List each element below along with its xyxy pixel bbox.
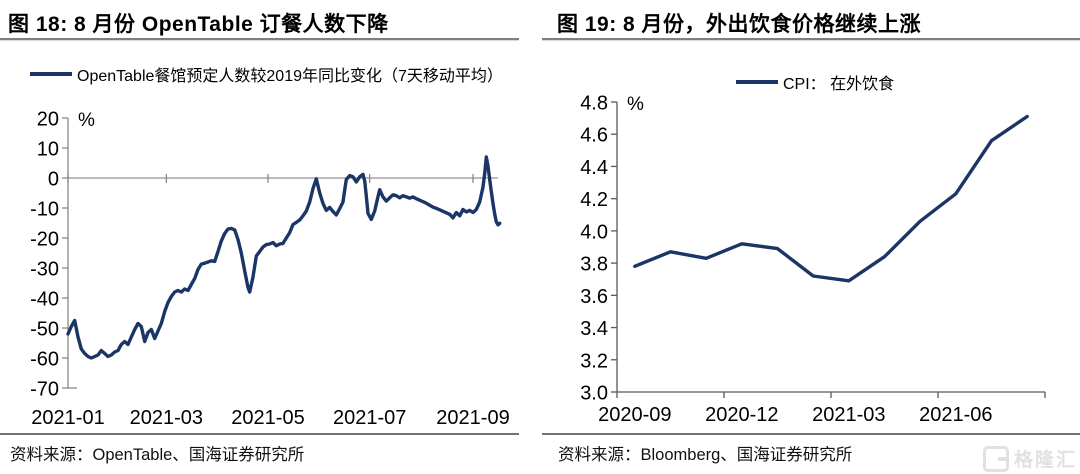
svg-text:2020-12: 2020-12 <box>705 404 778 426</box>
svg-text:3.4: 3.4 <box>580 318 608 340</box>
svg-text:2021-07: 2021-07 <box>333 407 406 429</box>
svg-text:3.8: 3.8 <box>580 254 608 276</box>
svg-text:2021-01: 2021-01 <box>31 407 104 429</box>
svg-text:4.4: 4.4 <box>580 157 608 179</box>
svg-text:2021-09: 2021-09 <box>436 407 509 429</box>
opentable-bookings-chart: 20 10 0 -10 -20 -30 -40 -50 -60 -70 2021-01 2021-03… <box>30 109 510 430</box>
figure-18-legend: OpenTable餐馆预定人数较2019年同比变化（7天移动平均） <box>30 62 503 86</box>
svg-text:3.0: 3.0 <box>580 383 608 405</box>
source-divider <box>0 433 519 435</box>
figure-19-title: 图 19: 8 月份，外出饮食价格继续上涨 <box>557 13 922 36</box>
svg-text:2021-05: 2021-05 <box>231 407 304 429</box>
svg-text:4.0: 4.0 <box>580 221 608 243</box>
svg-text:2020-09: 2020-09 <box>598 404 671 426</box>
legend-line-swatch <box>30 72 72 76</box>
svg-text:4.2: 4.2 <box>580 189 608 211</box>
svg-text:%: % <box>78 110 95 131</box>
figure-18-source: 资料来源：OpenTable、国海证券研究所 <box>10 446 305 464</box>
svg-text:10: 10 <box>37 139 59 161</box>
svg-text:2021-06: 2021-06 <box>919 404 992 426</box>
title-divider <box>0 38 519 41</box>
svg-text:-40: -40 <box>30 289 59 311</box>
svg-text:-70: -70 <box>30 379 59 401</box>
svg-text:3.6: 3.6 <box>580 286 608 308</box>
figure-18-panel: 图 18: 8 月份 OpenTable 订餐人数下降 OpenTable餐馆预… <box>0 13 519 464</box>
legend-label: OpenTable餐馆预定人数较2019年同比变化（7天移动平均） <box>77 68 503 85</box>
svg-text:%: % <box>627 94 644 115</box>
svg-text:-20: -20 <box>30 229 59 251</box>
svg-text:2021-03: 2021-03 <box>130 407 203 429</box>
figure-19-legend: CPI： 在外饮食 <box>736 70 894 94</box>
legend-label: CPI： 在外饮食 <box>783 76 895 93</box>
gelonghui-watermark: 格隆汇 <box>982 445 1077 472</box>
svg-text:4.6: 4.6 <box>580 125 608 147</box>
legend-line-swatch <box>736 80 778 84</box>
svg-text:-50: -50 <box>30 319 59 341</box>
svg-text:20: 20 <box>37 109 59 131</box>
figure-19-source: 资料来源：Bloomberg、国海证券研究所 <box>558 446 853 464</box>
svg-text:-10: -10 <box>30 199 59 221</box>
svg-text:-30: -30 <box>30 259 59 281</box>
svg-text:0: 0 <box>48 169 59 191</box>
svg-text:4.8: 4.8 <box>580 93 608 115</box>
title-divider <box>542 38 1080 41</box>
gelonghui-logo-text: 格隆汇 <box>1013 450 1077 471</box>
svg-text:3.2: 3.2 <box>580 350 608 372</box>
figure-18-title: 图 18: 8 月份 OpenTable 订餐人数下降 <box>8 13 389 36</box>
gelonghui-logo-icon <box>982 445 1009 472</box>
svg-text:-60: -60 <box>30 349 59 371</box>
source-divider <box>542 433 1080 435</box>
svg-text:2021-03: 2021-03 <box>812 404 885 426</box>
figure-19-panel: 图 19: 8 月份，外出饮食价格继续上涨 CPI： 在外饮食 4.8 4.6 4.… <box>540 0 1080 474</box>
